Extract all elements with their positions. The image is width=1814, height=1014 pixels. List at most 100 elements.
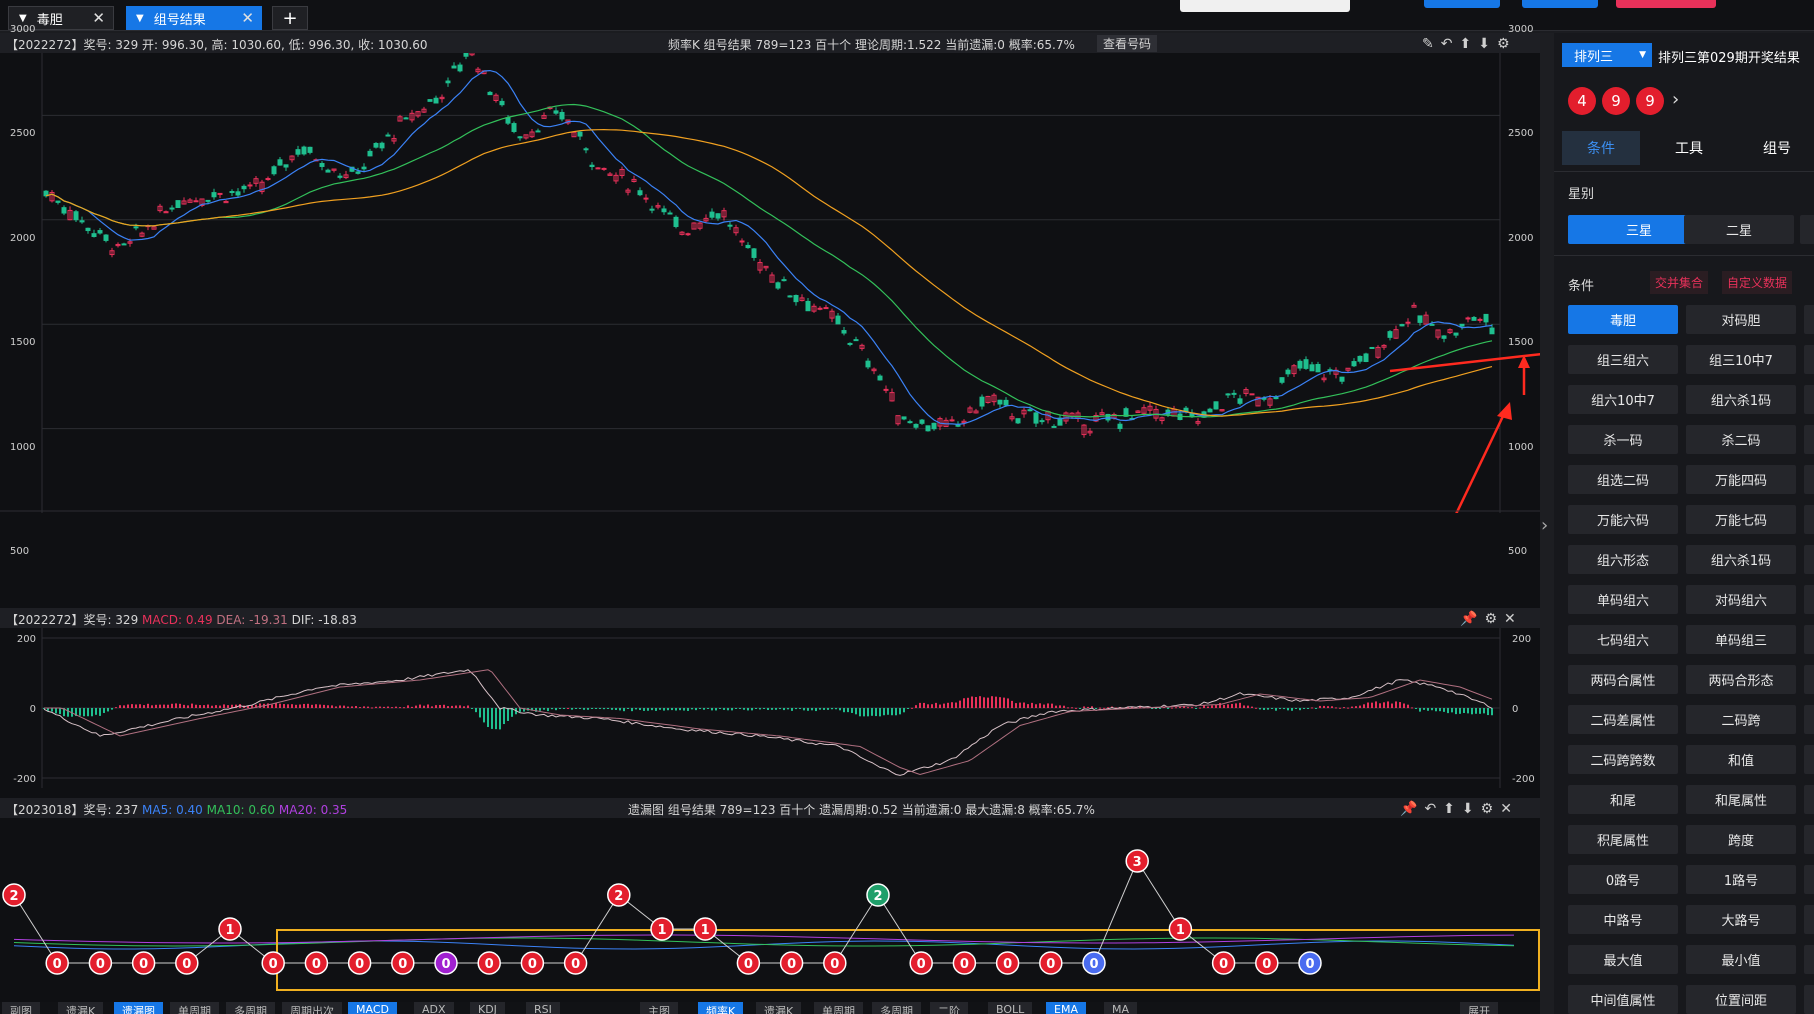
condition-button[interactable]: 万能四码 [1686,465,1796,494]
bottom-tab[interactable]: 多周期 [226,1002,275,1014]
expand-button[interactable]: 展开 [1460,1002,1498,1014]
condition-button-partial[interactable] [1804,665,1814,694]
tab-tools[interactable]: 工具 [1675,141,1703,157]
top-button[interactable] [1616,0,1716,8]
chevron-right-icon[interactable]: › [1541,515,1549,536]
condition-button-partial[interactable] [1804,425,1814,454]
condition-button[interactable]: 组六10中7 [1568,385,1678,414]
tab-group[interactable]: 组号 [1763,141,1791,157]
bottom-tab[interactable]: 副图 [2,1002,40,1014]
condition-button-partial[interactable] [1804,625,1814,654]
custom-data-link[interactable]: 自定义数据 [1722,271,1793,294]
bottom-tab[interactable]: 遗漏K [58,1002,104,1014]
condition-button[interactable]: 杀一码 [1568,425,1678,454]
bottom-tab[interactable]: 遗漏图 [114,1002,163,1014]
bottom-tab[interactable]: 频率K [698,1002,744,1014]
condition-button[interactable]: 积尾属性 [1568,825,1678,854]
close-icon[interactable]: ✕ [92,9,105,27]
condition-button-partial[interactable] [1804,585,1814,614]
condition-button[interactable]: 单码组三 [1686,625,1796,654]
view-numbers-button[interactable]: 查看号码 [1097,35,1158,52]
condition-button[interactable]: 和尾 [1568,785,1678,814]
intersect-union-link[interactable]: 交并集合 [1650,271,1709,294]
triangle-down-icon[interactable]: ▼ [136,12,144,24]
condition-button[interactable]: 最小值 [1686,945,1796,974]
condition-button[interactable]: 1路号 [1686,865,1796,894]
condition-button[interactable]: 组三组六 [1568,345,1678,374]
omission-controls[interactable]: 📌↶⬆⬇⚙✕ [1400,801,1519,817]
top-button[interactable] [1522,0,1598,8]
condition-button-partial[interactable] [1804,825,1814,854]
star-more-button[interactable] [1800,215,1814,244]
sidebar-toggle-strip[interactable]: › [1540,33,1554,1014]
condition-button-partial[interactable] [1804,545,1814,574]
condition-button[interactable]: 大路号 [1686,905,1796,934]
bottom-tab[interactable]: 二阶 [930,1002,968,1014]
condition-button[interactable]: 和尾属性 [1686,785,1796,814]
bottom-tab[interactable]: 多周期 [872,1002,921,1014]
condition-button[interactable]: 两码合形态 [1686,665,1796,694]
condition-button[interactable]: 毒胆 [1568,305,1678,334]
bottom-tab[interactable]: 周期出次 [282,1002,342,1014]
condition-button-partial[interactable] [1804,785,1814,814]
condition-button[interactable]: 二码跨 [1686,705,1796,734]
condition-button[interactable]: 单码组六 [1568,585,1678,614]
macd-controls[interactable]: 📌⚙✕ [1460,611,1523,627]
bottom-tab[interactable]: 遗漏K [756,1002,802,1014]
bottom-tab[interactable]: EMA [1046,1002,1086,1014]
condition-button[interactable]: 组选二码 [1568,465,1678,494]
star-two-button[interactable]: 二星 [1684,215,1794,244]
condition-button-partial[interactable] [1804,465,1814,494]
condition-button[interactable]: 和值 [1686,745,1796,774]
bottom-tab[interactable]: KDJ [470,1002,505,1014]
condition-button-partial[interactable] [1804,945,1814,974]
condition-button-partial[interactable] [1804,865,1814,894]
condition-button[interactable]: 对码组六 [1686,585,1796,614]
kline-controls[interactable]: ✎↶⬆⬇⚙ [1422,36,1517,52]
condition-button-partial[interactable] [1804,305,1814,334]
condition-button[interactable]: 万能七码 [1686,505,1796,534]
condition-button-partial[interactable] [1804,705,1814,734]
condition-button[interactable]: 两码合属性 [1568,665,1678,694]
condition-button-partial[interactable] [1804,905,1814,934]
condition-button-partial[interactable] [1804,505,1814,534]
condition-button[interactable]: 万能六码 [1568,505,1678,534]
bottom-tab[interactable]: MACD [348,1002,397,1014]
condition-button[interactable]: 中路号 [1568,905,1678,934]
condition-button[interactable]: 七码组六 [1568,625,1678,654]
condition-button[interactable]: 位置间距 [1686,985,1796,1014]
add-tab-button[interactable]: + [272,6,308,30]
condition-button[interactable]: 二码差属性 [1568,705,1678,734]
bottom-tab[interactable]: MA [1104,1002,1138,1014]
condition-button[interactable]: 跨度 [1686,825,1796,854]
condition-button[interactable]: 组六杀1码 [1686,545,1796,574]
close-icon[interactable]: ✕ [241,9,254,27]
condition-button[interactable]: 最大值 [1568,945,1678,974]
condition-button[interactable]: 组六形态 [1568,545,1678,574]
condition-button[interactable]: 组六杀1码 [1686,385,1796,414]
condition-button-partial[interactable] [1804,745,1814,774]
condition-button[interactable]: 0路号 [1568,865,1678,894]
bottom-tab[interactable]: 单周期 [170,1002,219,1014]
tab-group-result[interactable]: ▼ 组号结果 ✕ [126,6,262,30]
macd-bar [475,708,477,713]
bottom-tab[interactable]: 主图 [640,1002,678,1014]
bottom-tab[interactable]: RSI [526,1002,560,1014]
condition-button-partial[interactable] [1804,985,1814,1014]
triangle-down-icon[interactable]: ▼ [19,12,27,24]
condition-button[interactable]: 杀二码 [1686,425,1796,454]
lottery-select[interactable]: 排列三 ▼ [1562,43,1652,67]
condition-button-partial[interactable] [1804,385,1814,414]
chevron-right-icon[interactable]: › [1672,89,1680,110]
tab-conditions[interactable]: 条件 [1562,131,1640,165]
condition-button-partial[interactable] [1804,345,1814,374]
condition-button[interactable]: 二码跨跨数 [1568,745,1678,774]
bottom-tab[interactable]: 单周期 [814,1002,863,1014]
condition-button[interactable]: 对码胆 [1686,305,1796,334]
tab-dudan[interactable]: ▼ 毒胆 ✕ [8,6,114,30]
condition-button[interactable]: 组三10中7 [1686,345,1796,374]
top-button[interactable] [1424,0,1500,8]
bottom-tab[interactable]: ADX [414,1002,454,1014]
condition-button[interactable]: 中间值属性 [1568,985,1678,1014]
bottom-tab[interactable]: BOLL [988,1002,1033,1014]
